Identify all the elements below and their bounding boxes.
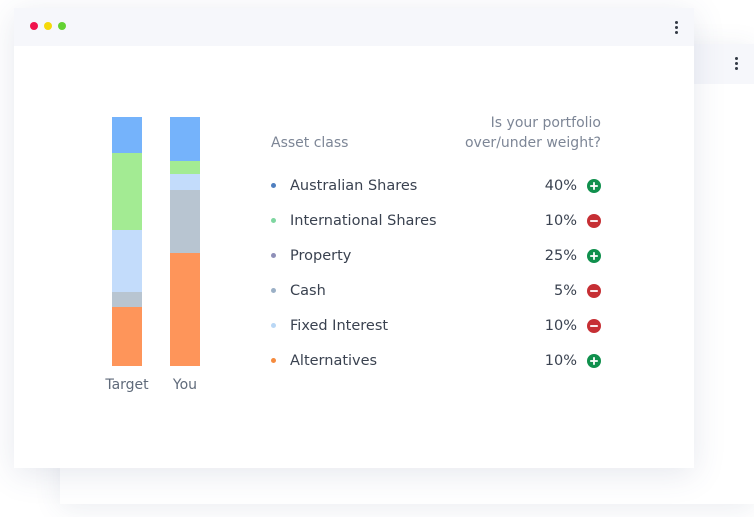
asset-row-property: Property 25% — [271, 246, 611, 266]
bullet-icon — [271, 218, 276, 223]
bullet-icon — [271, 323, 276, 328]
bar-segment — [112, 230, 142, 292]
bullet-icon — [271, 183, 276, 188]
bar-segment — [112, 292, 142, 307]
overweight-plus-icon[interactable] — [587, 249, 601, 263]
overweight-plus-icon[interactable] — [587, 354, 601, 368]
asset-row-alternatives: Alternatives 10% — [271, 351, 611, 371]
overweight-plus-icon[interactable] — [587, 179, 601, 193]
bullet-icon — [271, 288, 276, 293]
bar-segment — [170, 161, 200, 174]
bar-segment — [170, 117, 200, 161]
asset-percentage: 10% — [544, 318, 577, 334]
target-bar-label: Target — [105, 377, 149, 393]
target-allocation-bar — [112, 117, 142, 366]
asset-class-header: Asset class — [271, 135, 349, 151]
background-kebab-menu-icon[interactable] — [734, 57, 740, 71]
bar-segment — [170, 253, 200, 366]
bar-segment — [170, 174, 200, 190]
bullet-icon — [271, 358, 276, 363]
asset-percentage: 40% — [544, 178, 577, 194]
portfolio-window: Target You Asset class Is your portfolio… — [14, 8, 694, 468]
asset-percentage: 10% — [544, 213, 577, 229]
weight-header-line-1: Is your portfolio — [490, 115, 601, 131]
weight-header-line-2: over/under weight? — [464, 135, 601, 151]
bar-segment — [112, 307, 142, 366]
window-titlebar — [14, 8, 694, 46]
asset-row-international-shares: International Shares 10% — [271, 211, 611, 231]
weight-header: Is your portfolio over/under weight? — [465, 113, 601, 153]
asset-name: Alternatives — [290, 353, 378, 369]
asset-name: Fixed Interest — [290, 318, 389, 334]
underweight-minus-icon[interactable] — [587, 214, 601, 228]
asset-percentage: 25% — [544, 248, 577, 264]
underweight-minus-icon[interactable] — [587, 284, 601, 298]
underweight-minus-icon[interactable] — [587, 319, 601, 333]
bar-segment — [170, 190, 200, 253]
asset-row-cash: Cash 5% — [271, 281, 611, 301]
asset-name: Property — [290, 248, 352, 264]
asset-name: Cash — [290, 283, 326, 299]
your-allocation-bar — [170, 117, 200, 366]
window-close-dot[interactable] — [30, 22, 38, 30]
you-bar-label: You — [172, 377, 198, 393]
window-maximize-dot[interactable] — [58, 22, 66, 30]
kebab-menu-icon[interactable] — [674, 21, 680, 35]
asset-percentage: 5% — [553, 283, 577, 299]
asset-percentage: 10% — [544, 353, 577, 369]
asset-row-australian-shares: Australian Shares 40% — [271, 176, 611, 196]
bullet-icon — [271, 253, 276, 258]
window-minimize-dot[interactable] — [44, 22, 52, 30]
asset-name: International Shares — [290, 213, 437, 229]
bar-segment — [112, 153, 142, 230]
asset-name: Australian Shares — [290, 178, 418, 194]
bar-segment — [112, 117, 142, 153]
asset-row-fixed-interest: Fixed Interest 10% — [271, 316, 611, 336]
